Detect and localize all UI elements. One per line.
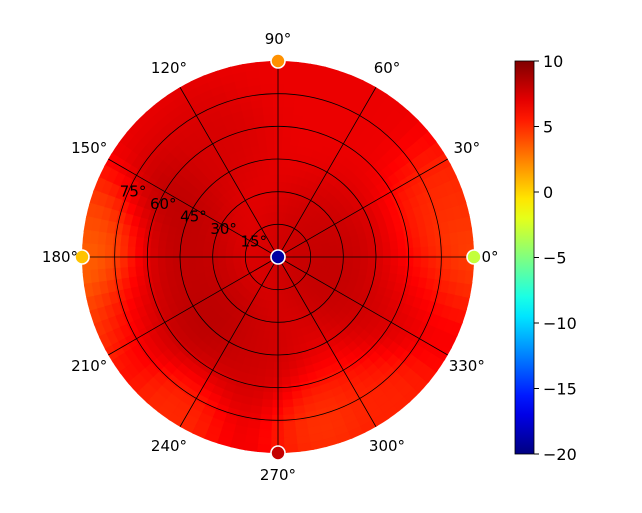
angle-tick-label: 330° — [449, 357, 485, 375]
angle-tick-label: 60° — [374, 59, 401, 77]
angle-tick-label: 90° — [265, 30, 292, 48]
angle-tick-label: 150° — [71, 139, 107, 157]
angle-tick-label: 120° — [151, 59, 187, 77]
colorbar-tick-label: 0 — [543, 183, 553, 202]
measurement-markers — [74, 53, 482, 461]
measurement-marker — [466, 249, 482, 265]
angular-grid-spoke — [277, 87, 377, 258]
heat-cell — [464, 267, 474, 285]
angular-grid-spoke — [277, 256, 448, 356]
angle-tick-label: 0° — [481, 248, 498, 266]
angle-tick-label: 270° — [260, 466, 296, 484]
measurement-marker — [74, 249, 90, 265]
angle-tick-label: 30° — [453, 139, 480, 157]
colorbar-tick-label: 5 — [543, 118, 553, 137]
colorbar: 10 5 0 −5 −10 −15 −20 — [514, 52, 577, 464]
colorbar-gradient — [514, 60, 535, 455]
heat-cell — [82, 229, 92, 247]
heat-cell — [257, 444, 274, 453]
angular-grid-spoke — [277, 256, 377, 427]
radial-tick-label: 75° — [120, 182, 147, 200]
angle-tick-label: 300° — [369, 437, 405, 455]
colorbar-tick-label: −5 — [543, 249, 567, 268]
radial-tick-label: 60° — [150, 195, 177, 213]
colorbar-tick-label: 10 — [543, 52, 563, 71]
radial-tick-label: 45° — [180, 207, 207, 225]
polar-grid — [82, 61, 474, 453]
colorbar-tick-label: −10 — [543, 314, 577, 333]
measurement-marker — [270, 445, 286, 461]
colorbar-tick-label: −20 — [543, 445, 577, 464]
angular-grid-spoke — [108, 256, 279, 356]
angle-tick-label: 240° — [151, 437, 187, 455]
angular-grid-spoke — [179, 87, 279, 258]
angle-tick-label: 180° — [42, 248, 78, 266]
angular-grid-spoke — [277, 158, 448, 258]
angle-tick-label: 210° — [71, 357, 107, 375]
angular-grid-spoke — [179, 256, 279, 427]
angle-tick-labels: 0° 30° 60° 90° 120° 150° 180° 210° 240° 270° 300° 3… — [42, 30, 499, 484]
radial-tick-label: 30° — [210, 220, 237, 238]
radial-tick-label: 15° — [241, 232, 268, 250]
colorbar-tick-label: −15 — [543, 380, 577, 399]
measurement-marker — [270, 249, 286, 265]
measurement-marker — [270, 53, 286, 69]
heat-cell — [282, 61, 299, 70]
angular-grid-spoke — [108, 158, 279, 258]
radial-tick-labels: 15°30°45°60°75° — [120, 182, 267, 250]
